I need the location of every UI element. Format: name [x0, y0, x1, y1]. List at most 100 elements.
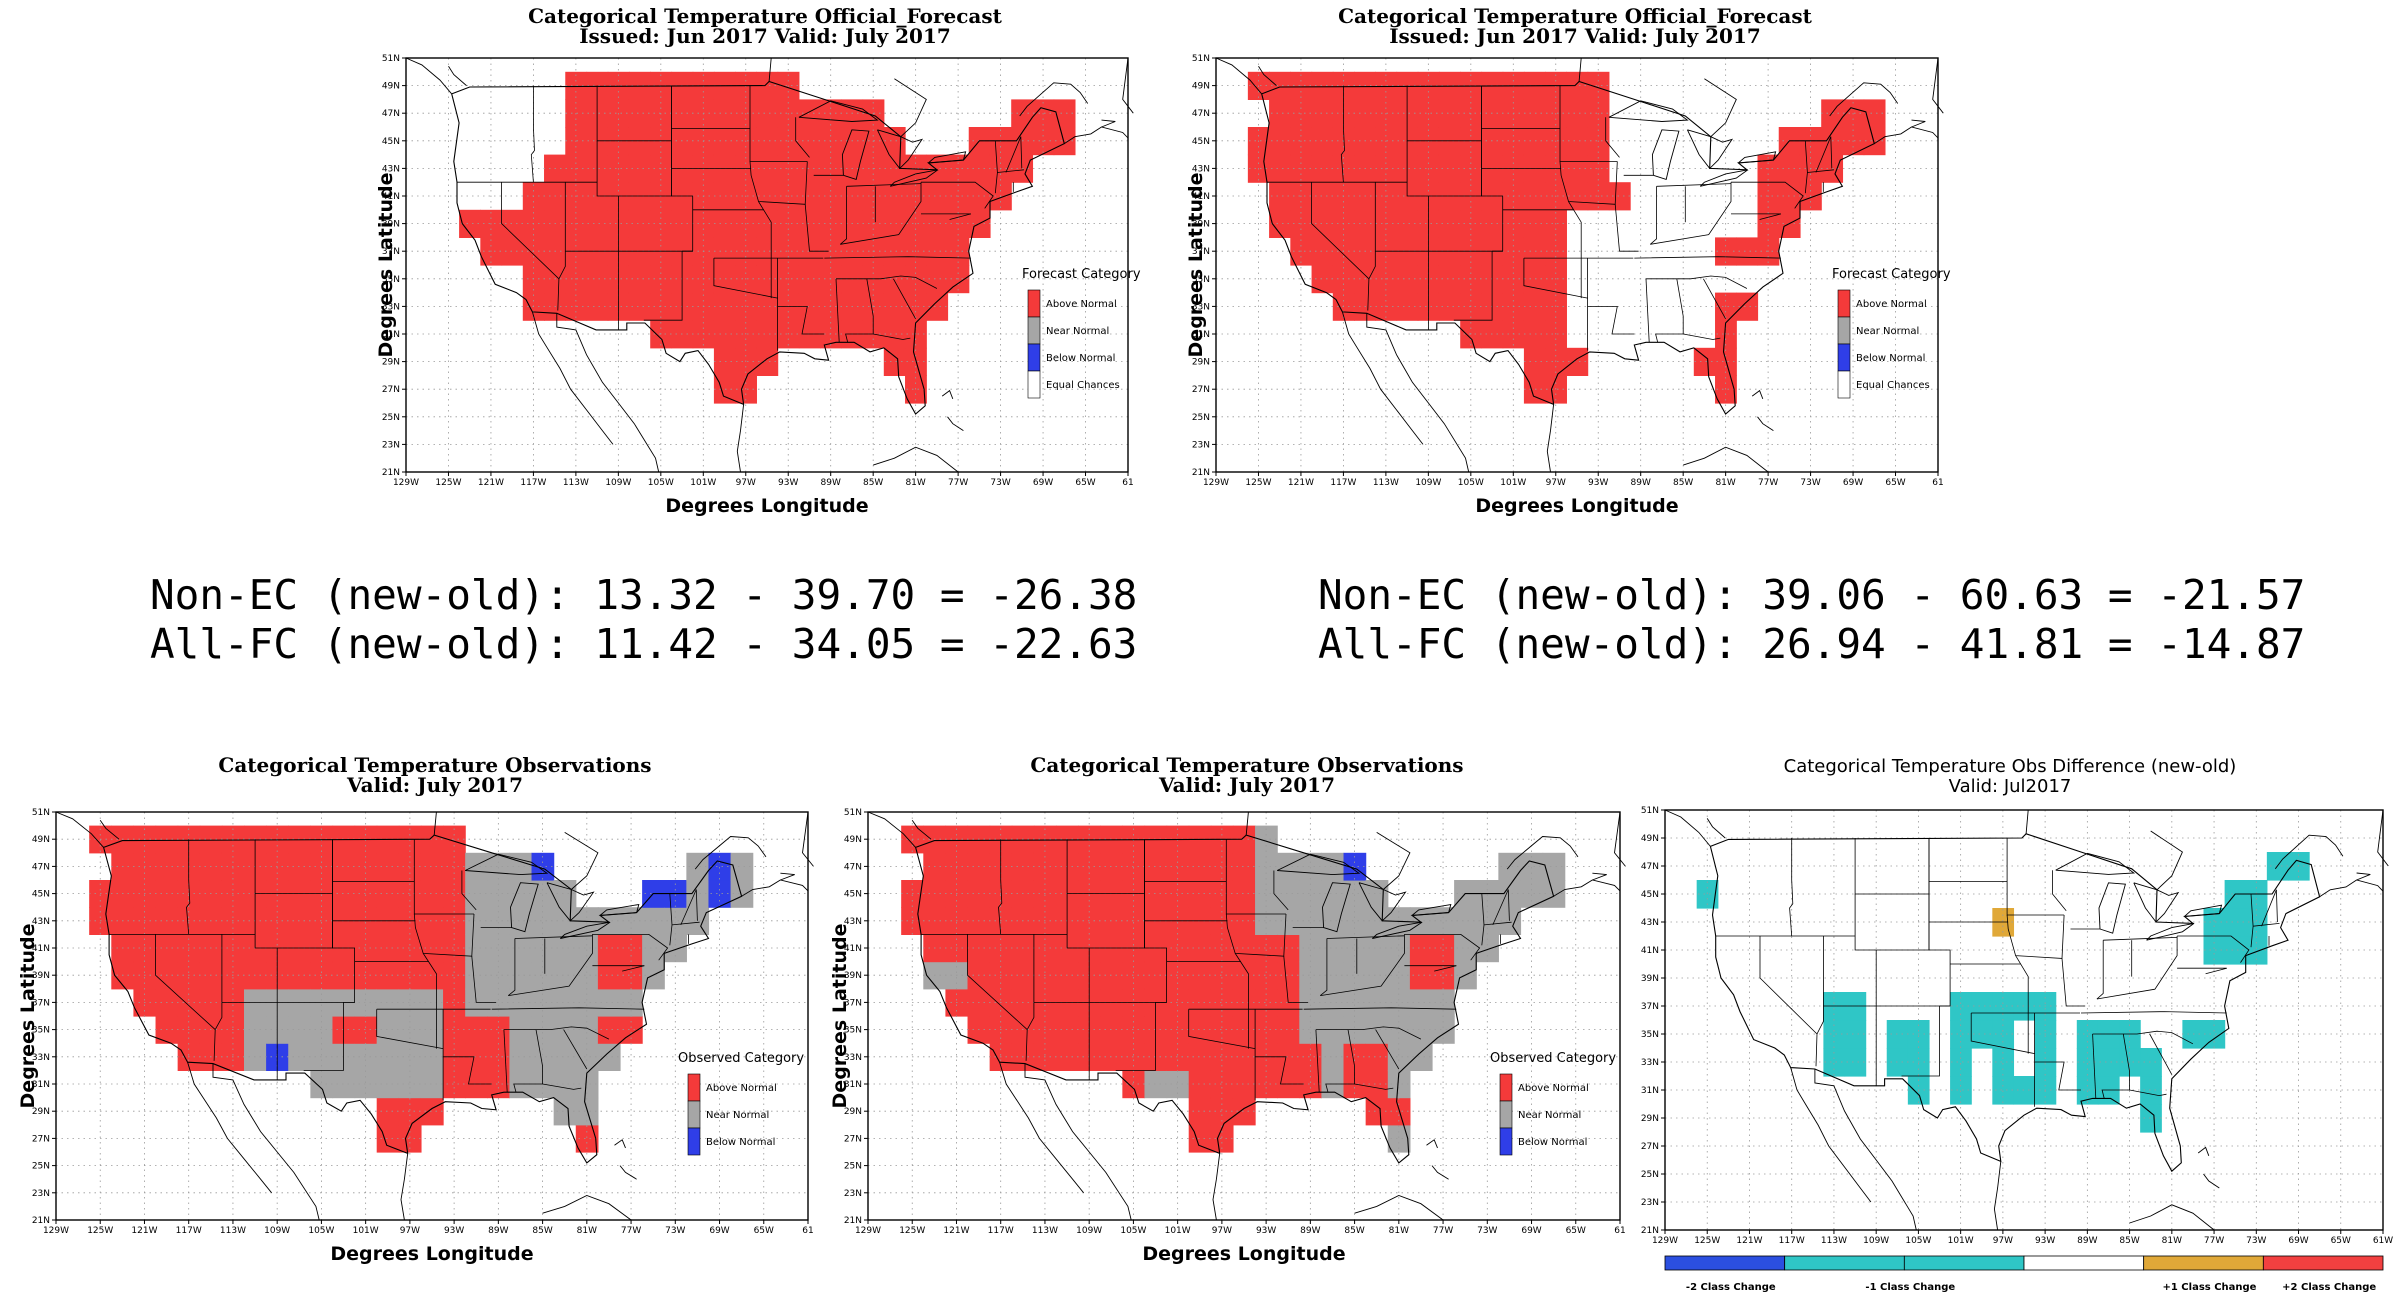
legend-title: Observed Category — [678, 1051, 804, 1066]
grid-cell-above — [1232, 880, 1256, 908]
grid-cell-near — [310, 1043, 334, 1071]
grid-cell-near — [1365, 1016, 1389, 1044]
lon-tick-label: 85W — [863, 478, 883, 488]
lat-tick-label: 51N — [1641, 806, 1659, 816]
tick-labels: 51N 49N 47N 45N 43N 41N 39N 37N 35N 33N 31N 29N 27N 2… — [1641, 806, 2393, 1246]
grid-cell-near — [642, 907, 665, 935]
lat-tick-label: 33N — [844, 1053, 862, 1063]
grid-cell-near — [354, 1043, 378, 1071]
panel-title-line2: Valid: Jul2017 — [1948, 776, 2072, 797]
grid-cell-above — [1232, 934, 1256, 963]
grid-cell-above — [756, 265, 779, 294]
grid-cell-above — [883, 292, 906, 321]
grid-cell-above — [1566, 71, 1589, 100]
grid-cell-minus1 — [2203, 1020, 2226, 1049]
grid-cell-near — [1299, 988, 1323, 1017]
grid-cell-above — [713, 320, 736, 349]
grid-cell-above — [1311, 154, 1334, 183]
grid-cell-near — [1476, 907, 1499, 935]
legend-label: Above Normal — [706, 1083, 777, 1094]
lon-tick-label: 85W — [1344, 1226, 1364, 1236]
lat-tick-label: 51N — [1192, 54, 1210, 64]
grid-cell-above — [1736, 237, 1759, 266]
grid-cell-above — [1100, 852, 1123, 881]
grid-cell-above — [1100, 961, 1123, 990]
lat-tick-label: 49N — [1641, 834, 1659, 844]
panel-title-line1: Categorical Temperature Observations — [218, 753, 652, 777]
lat-tick-label: 29N — [382, 358, 400, 368]
grid-cell-above — [1188, 988, 1212, 1017]
grid-cell-above — [288, 907, 311, 935]
panel-title-line1: Categorical Temperature Observations — [1030, 753, 1464, 777]
great-lakes — [2055, 852, 2223, 941]
grid-cell-near — [398, 988, 422, 1017]
grid-cell-above — [310, 852, 334, 881]
lat-tick-label: 51N — [844, 808, 862, 818]
x-axis-label: Degrees Longitude — [330, 1243, 533, 1265]
grid-cell-above — [1210, 1070, 1234, 1099]
lat-tick-label: 21N — [32, 1216, 50, 1226]
grid-cell-near — [553, 961, 577, 990]
grid-cell-minus1 — [2203, 908, 2226, 937]
grid-cell-near — [553, 1043, 577, 1071]
legend-label: Below Normal — [1518, 1137, 1587, 1148]
grid-cell-minus1 — [1992, 1076, 2015, 1105]
grid-cell-above — [968, 154, 991, 183]
state-boundaries — [921, 839, 1512, 1101]
legend-label: Near Normal — [706, 1110, 769, 1121]
plot-frame — [1664, 809, 2384, 1231]
grid-cell-above — [628, 99, 651, 128]
panel-title-line1: Categorical Temperature Obs Difference (… — [1783, 756, 2237, 777]
grid-cell-near — [1498, 907, 1522, 935]
grid-cell-above — [1232, 961, 1256, 990]
grid-cell-near — [376, 1043, 400, 1071]
legend-bar-plus2 — [2262, 1255, 2384, 1271]
grid-cell-near — [1498, 880, 1522, 908]
difference-panel: Categorical Temperature Obs Difference (… — [1620, 752, 2400, 1293]
grid-cell-above — [798, 265, 821, 294]
lon-tick-label: 77W — [1433, 1226, 1453, 1236]
grid-cell-above — [398, 1097, 422, 1126]
grid-cell-below — [708, 880, 732, 908]
panel-title-line1: Categorical Temperature Official_Forecas… — [1338, 4, 1812, 28]
forecast-map-old: 51N 49N 47N 45N 43N 41N 39N 37N 35N 33N 31N 29N 27N 2… — [1185, 54, 1951, 517]
lat-tick-label: 23N — [32, 1189, 50, 1199]
plot-frame — [867, 811, 1621, 1221]
grid-cell-near — [288, 1016, 311, 1044]
grid-cell-above — [1566, 127, 1589, 156]
lat-tick-label: 25N — [32, 1162, 50, 1172]
grid-cell-above — [398, 934, 422, 963]
grid-cell-above — [1269, 209, 1291, 238]
grid-cell-above — [1269, 127, 1291, 156]
legend-label: +2 Class Change — [2282, 1282, 2376, 1292]
grid-cell-above — [1210, 961, 1234, 990]
x-axis-label: Degrees Longitude — [1475, 495, 1678, 517]
grid-cell-above — [1523, 237, 1546, 266]
grid-cell-above — [798, 209, 821, 238]
observation-map-old: 51N 49N 47N 45N 43N 41N 39N 37N 35N 33N 31N 29N 27N 2… — [829, 808, 1626, 1265]
grid-cell-above — [443, 1016, 466, 1044]
state-boundaries — [1267, 85, 1834, 351]
grid-cell-above — [883, 347, 906, 376]
grid-cell-above — [354, 1016, 378, 1044]
legend-swatch-above — [1837, 289, 1851, 318]
grid-cell-above — [883, 182, 906, 211]
grid-cell-above — [1396, 265, 1419, 294]
grid-cell-above — [713, 127, 736, 156]
observation-map-new: 51N 49N 47N 45N 43N 41N 39N 37N 35N 33N 31N 29N 27N 2… — [17, 808, 814, 1265]
category-legend: Observed Category Above Normal Near Normal… — [1490, 1051, 1616, 1156]
legend-title: Forecast Category — [1832, 267, 1951, 282]
grid-cell-above — [354, 961, 378, 990]
neighboring-coastlines — [405, 57, 1134, 473]
lat-tick-label: 33N — [1641, 1058, 1659, 1068]
lat-tick-label: 39N — [32, 971, 50, 981]
grid-cell-above — [1365, 1070, 1389, 1099]
grid-cell-above — [1053, 99, 1076, 128]
grid-cell-near — [597, 1043, 621, 1071]
grid-cell-near — [1277, 880, 1300, 908]
lon-tick-label: 101W — [1948, 1236, 1974, 1246]
legend-title: Observed Category — [1490, 1051, 1616, 1066]
lon-tick-label: 121W — [478, 478, 504, 488]
grid-cell-near — [531, 907, 555, 935]
us-outline — [915, 834, 1555, 1164]
